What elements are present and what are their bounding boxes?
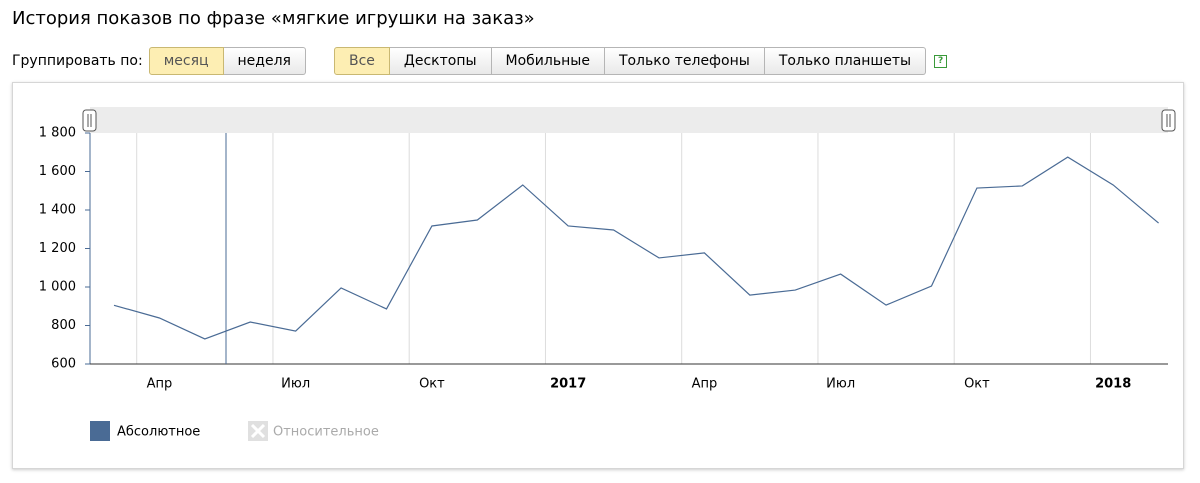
y-tick-label: 1 800 xyxy=(39,126,76,141)
legend-cross xyxy=(250,423,266,439)
legend-swatch xyxy=(90,421,110,441)
legend-label-inactive: Относительное xyxy=(273,425,379,440)
x-tick-label: Апр xyxy=(692,377,718,392)
chart-frame xyxy=(12,82,1184,469)
group-button[interactable]: неделя xyxy=(223,47,306,75)
scroll-bar xyxy=(90,107,1168,133)
x-tick-label: Июл xyxy=(281,377,310,392)
y-tick-label: 1 600 xyxy=(39,164,76,179)
device-button[interactable]: Все xyxy=(333,47,390,75)
x-tick-label: Окт xyxy=(964,377,990,392)
device-button[interactable]: Только планшеты xyxy=(764,47,927,75)
y-tick-label: 600 xyxy=(51,357,76,372)
legend-label: Абсолютное xyxy=(117,425,200,440)
series-line xyxy=(113,156,1159,340)
help-icon[interactable]: ? xyxy=(934,54,948,68)
device-button[interactable]: Десктопы xyxy=(389,47,492,75)
x-tick-label: 2018 xyxy=(1095,377,1131,392)
x-tick-label: Окт xyxy=(419,377,445,392)
controls: Группировать по: месяц неделя Все Дескто… xyxy=(12,47,948,75)
group-button[interactable]: месяц xyxy=(148,47,224,75)
group-label: Группировать по: xyxy=(12,53,143,69)
x-tick-label: 2017 xyxy=(550,377,586,392)
scroll-handle[interactable] xyxy=(82,109,97,132)
device-button[interactable]: Мобильные xyxy=(491,47,605,75)
plot: Апр Июл Окт 2017 Апр Июл Окт 2018 600 800 1 000 1 2… xyxy=(39,126,1168,441)
y-tick-label: 1 000 xyxy=(39,280,76,295)
y-tick-label: 1 400 xyxy=(39,203,76,218)
group-buttons: месяц неделя xyxy=(148,47,306,75)
x-tick-label: Июл xyxy=(826,377,855,392)
scroll-handle[interactable] xyxy=(1161,109,1176,132)
page-title: История показов по фразе «мягкие игрушки… xyxy=(12,8,535,29)
device-buttons: Все Десктопы Мобильные Только телефоны Т… xyxy=(333,47,927,75)
device-button[interactable]: Только телефоны xyxy=(604,47,765,75)
x-tick-label: Апр xyxy=(147,377,173,392)
y-tick-label: 800 xyxy=(51,318,76,333)
y-tick-label: 1 200 xyxy=(39,241,76,256)
